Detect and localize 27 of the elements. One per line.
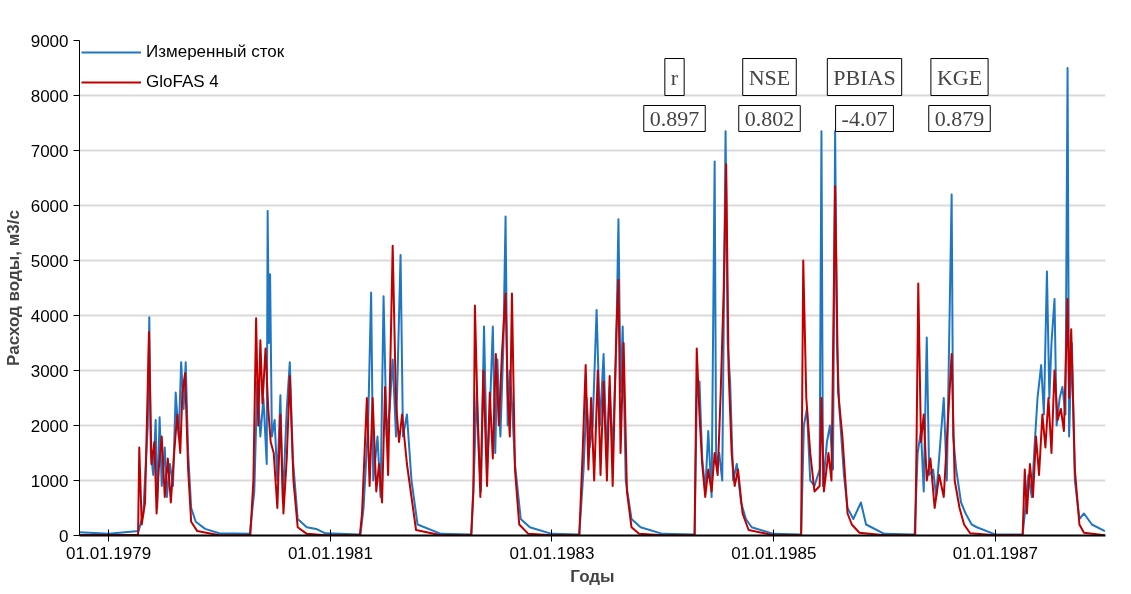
annotation: KGE <box>936 64 983 90</box>
y-tick-label: 1000 <box>30 471 69 491</box>
x-tick-label: 01.01.1985 <box>731 543 817 563</box>
annotation: r <box>670 64 679 90</box>
annotation: 0.897 <box>649 105 700 131</box>
x-axis-title: Годы <box>570 566 615 586</box>
x-tick-label: 01.01.1987 <box>952 543 1038 563</box>
y-axis-title: Расход воды, м3/с <box>3 210 23 366</box>
annotation: -4.07 <box>841 105 888 131</box>
annotation: NSE <box>748 64 791 90</box>
annotation: 0.879 <box>934 105 985 131</box>
x-tick-label: 01.01.1981 <box>287 543 374 563</box>
y-tick-label: 3000 <box>30 361 69 381</box>
y-tick-label: 7000 <box>30 141 69 161</box>
y-tick-label: 5000 <box>30 251 69 271</box>
x-tick-label: 01.01.1979 <box>66 543 152 563</box>
legend-label: GloFAS 4 <box>146 72 219 92</box>
legend-label: Измеренный сток <box>146 42 285 62</box>
y-tick-label: 4000 <box>30 306 69 326</box>
y-tick-label: 2000 <box>30 416 69 436</box>
annotation: PBIAS <box>833 64 896 90</box>
y-tick-label: 8000 <box>30 86 69 106</box>
y-tick-label: 9000 <box>30 31 69 51</box>
y-tick-label: 6000 <box>30 196 69 216</box>
x-tick-label: 01.01.1983 <box>509 543 595 563</box>
y-tick-label: 0 <box>59 526 69 546</box>
annotation: 0.802 <box>744 105 795 131</box>
